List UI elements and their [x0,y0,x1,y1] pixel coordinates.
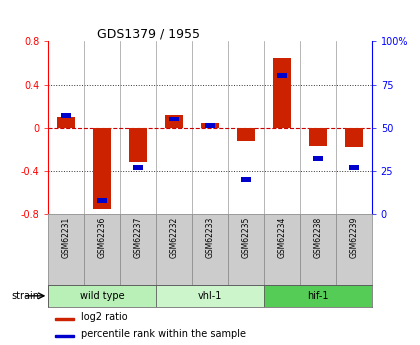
Bar [309,128,327,146]
Bar [156,214,192,285]
Bar [55,335,74,337]
Bar [313,156,323,161]
Bar [165,115,183,128]
Bar [48,214,84,285]
Text: GSM62235: GSM62235 [241,217,250,258]
Text: hif-1: hif-1 [307,291,328,301]
Text: GSM62233: GSM62233 [205,217,215,258]
Text: GSM62232: GSM62232 [170,217,178,258]
Text: strain: strain [12,291,40,301]
Bar [55,318,74,320]
Text: GSM62237: GSM62237 [134,217,143,258]
Bar [336,214,372,285]
Bar [192,214,228,285]
Bar [228,214,264,285]
Bar [61,113,71,118]
Bar [93,128,111,208]
Bar [120,214,156,285]
Bar [57,117,75,128]
Text: GSM62239: GSM62239 [349,217,358,258]
Bar [264,285,372,307]
Bar [345,128,363,147]
Text: GSM62238: GSM62238 [313,217,322,258]
Text: GDS1379 / 1955: GDS1379 / 1955 [97,27,200,40]
Bar [349,165,359,170]
Text: log2 ratio: log2 ratio [81,312,127,322]
Bar [156,285,264,307]
Bar [241,177,251,182]
Bar [48,285,156,307]
Bar [169,117,179,121]
Bar [129,128,147,162]
Bar [201,123,219,128]
Bar [277,73,287,78]
Bar [264,214,300,285]
Bar [300,214,336,285]
Bar [97,198,107,203]
Text: vhl-1: vhl-1 [198,291,222,301]
Text: GSM62231: GSM62231 [62,217,71,258]
Bar [273,58,291,128]
Text: wild type: wild type [80,291,124,301]
Bar [205,124,215,128]
Text: percentile rank within the sample: percentile rank within the sample [81,329,246,339]
Text: GSM62234: GSM62234 [277,217,286,258]
Bar [84,214,120,285]
Bar [133,165,143,170]
Text: GSM62236: GSM62236 [98,217,107,258]
Bar [237,128,255,141]
